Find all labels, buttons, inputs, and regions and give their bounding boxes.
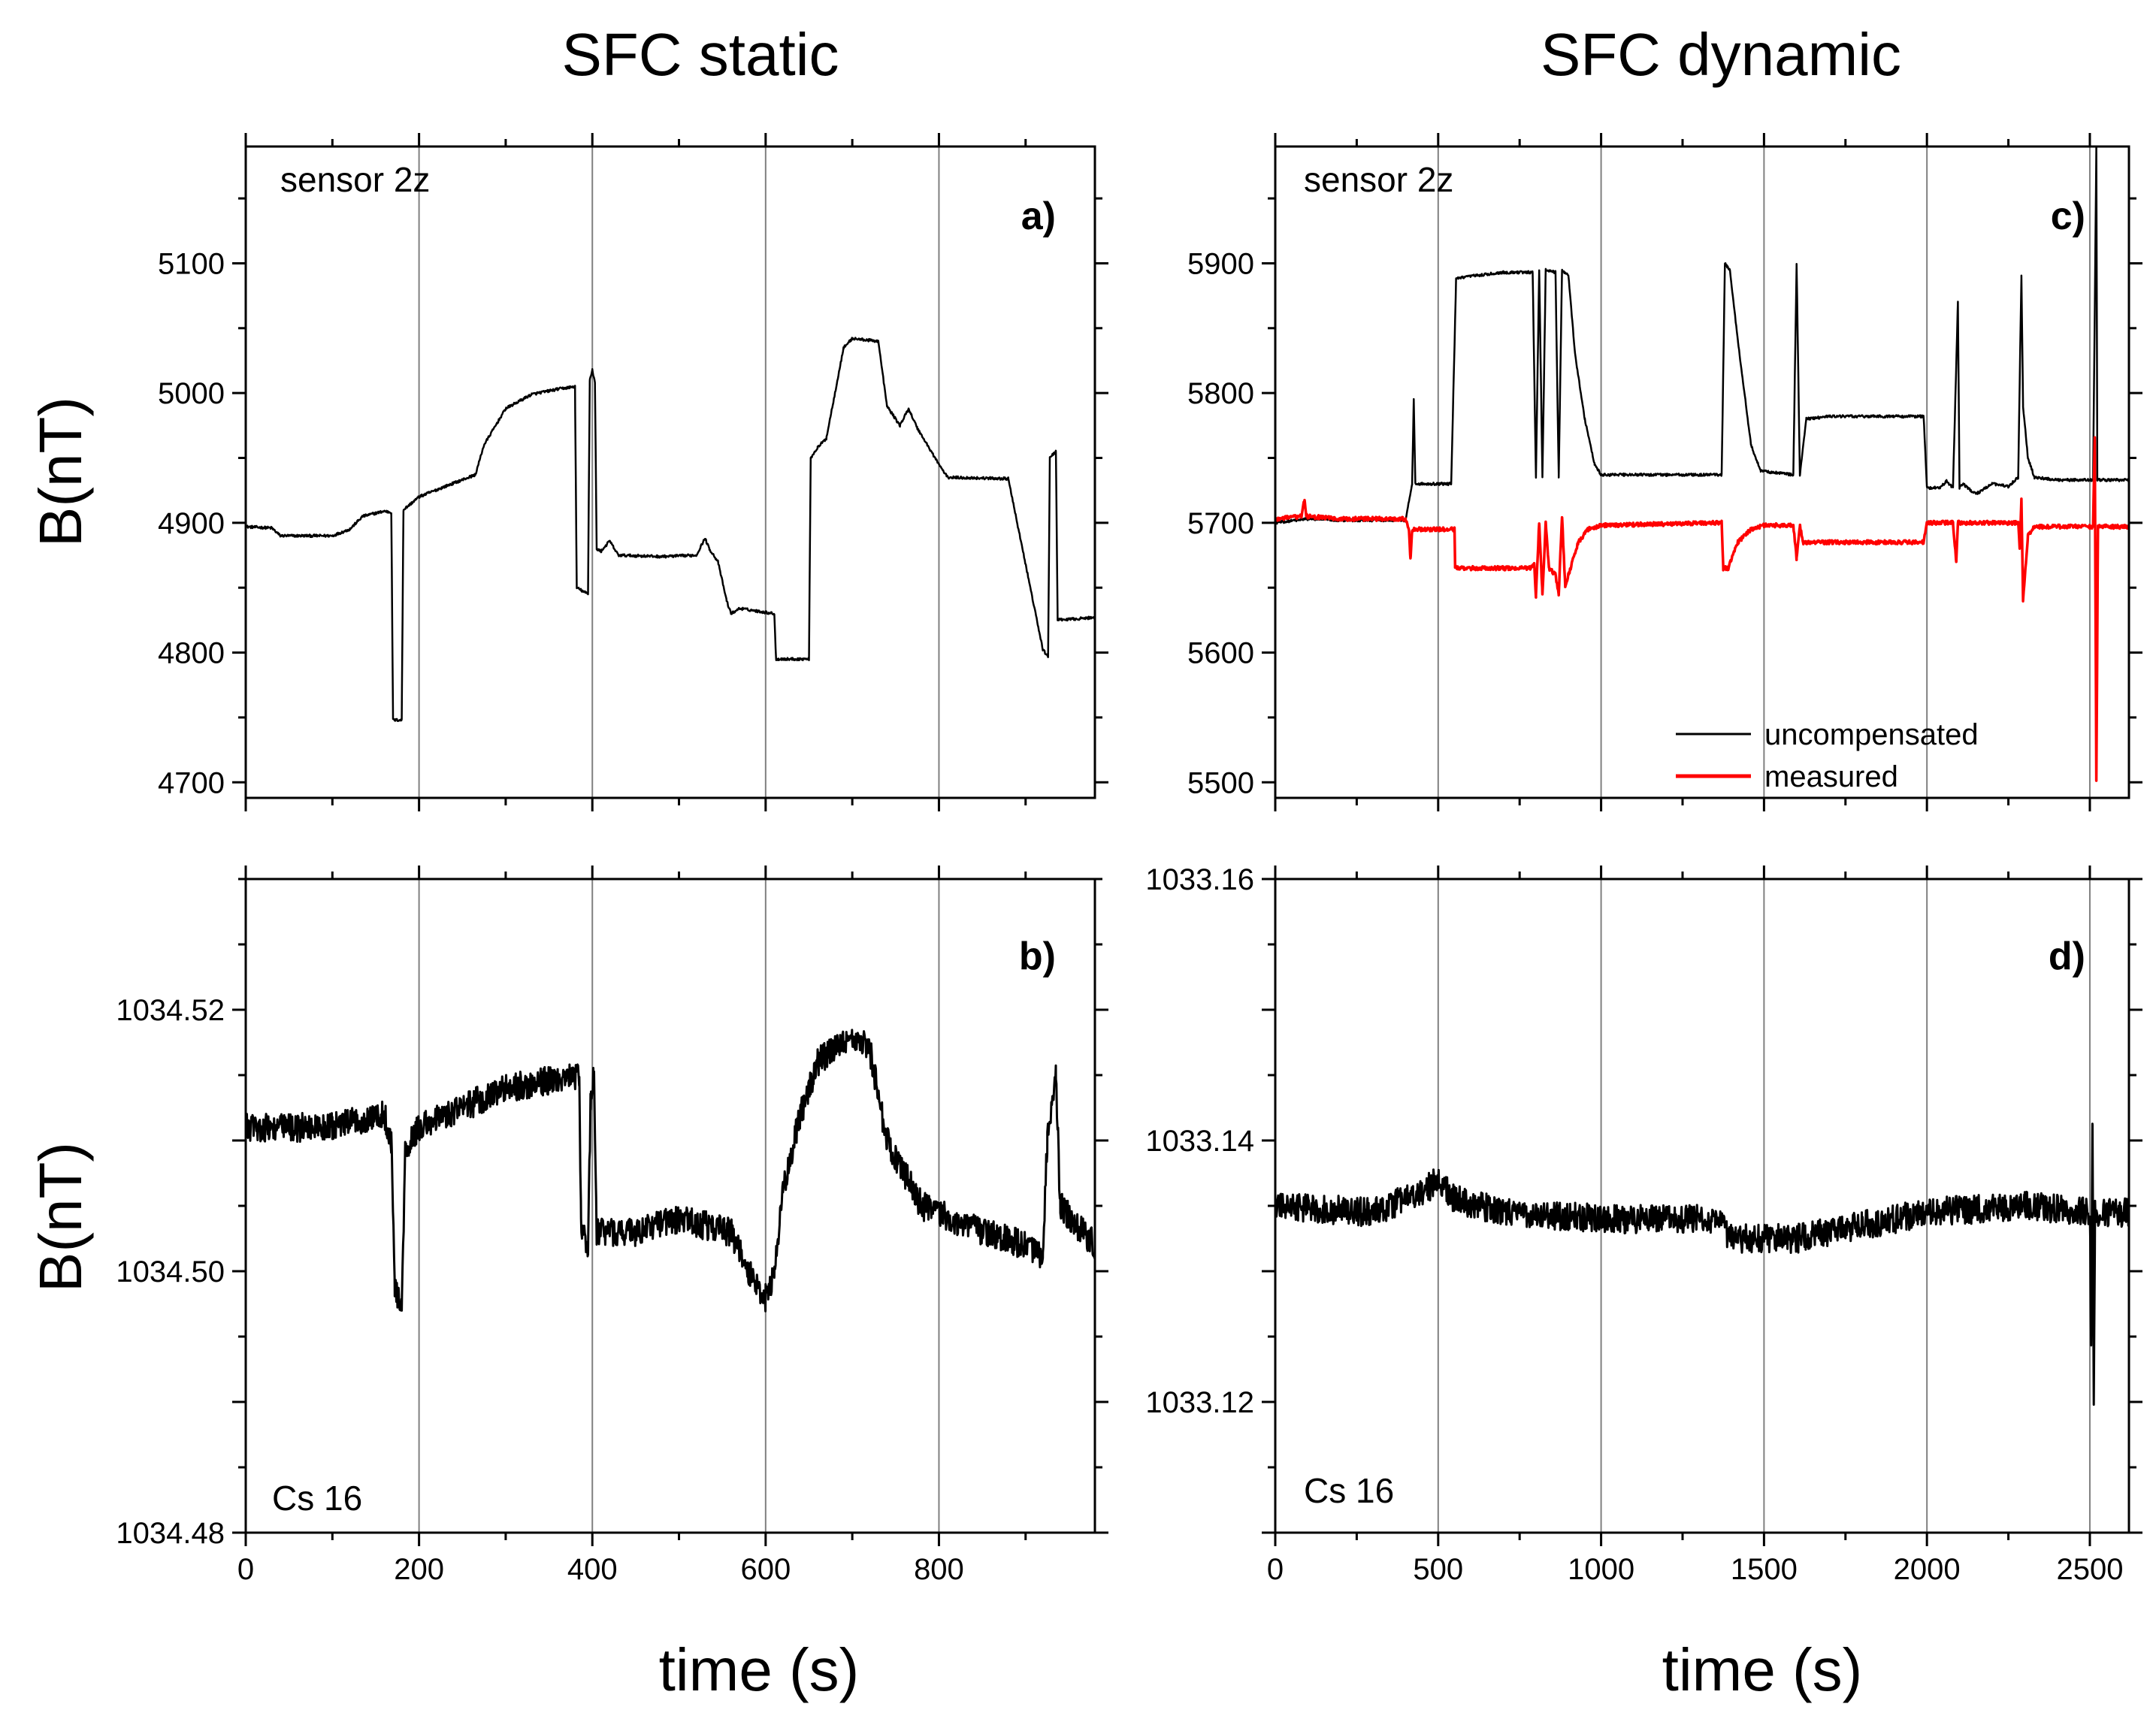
column-title-left: SFC static (562, 21, 839, 88)
y-tick-label: 1034.50 (116, 1255, 225, 1288)
panel-a: 4700 4800 4900 5000 5100 a) sensor 2z (158, 133, 1108, 811)
y-tick-label: 5000 (158, 377, 225, 410)
y-tick-label: 1034.48 (116, 1517, 225, 1550)
x-tick-label: 2000 (1894, 1553, 1961, 1586)
panel-label: d) (2049, 935, 2085, 978)
panel-c: 5500 5600 5700 5800 5900 c) sensor 2z uncompens… (1187, 133, 2142, 811)
x-tick-label: 600 (740, 1553, 791, 1586)
series-line-measured (1275, 436, 2129, 782)
y-tick-label: 1033.12 (1145, 1386, 1254, 1419)
x-axis-label-left: time (s) (659, 1636, 860, 1703)
sensor-label: Cs 16 (272, 1479, 362, 1518)
plot-frame (244, 145, 1096, 799)
y-tick-label: 5100 (158, 247, 225, 280)
column-title-right: SFC dynamic (1541, 21, 1901, 88)
y-tick-label: 4800 (158, 637, 225, 670)
x-tick-label: 0 (1267, 1553, 1284, 1586)
x-tick-label: 200 (394, 1553, 444, 1586)
y-tick-label: 5700 (1187, 507, 1254, 540)
series-line-cs-16 (246, 1029, 1095, 1313)
panel-d: 0 500 1000 1500 2000 2500 1033.12 1033.14 1033.1… (1145, 863, 2142, 1586)
y-tick-label: 5800 (1187, 377, 1254, 410)
y-tick-label: 5500 (1187, 766, 1254, 799)
panel-label: a) (1021, 195, 1056, 238)
legend-entry: uncompensated (1764, 718, 1979, 751)
legend: uncompensated measured (1676, 718, 1979, 793)
panel-b: 0 200 400 600 800 1034.48 1034.50 1034.52 b) Cs 1… (116, 866, 1108, 1586)
panel-label: c) (2051, 195, 2085, 238)
series-line-cs-16 (1275, 1122, 2129, 1406)
y-tick-label: 4700 (158, 766, 225, 799)
sensor-label: Cs 16 (1304, 1471, 1394, 1510)
x-tick-label: 1000 (1568, 1553, 1634, 1586)
y-tick-label: 5900 (1187, 247, 1254, 280)
x-axis-label-right: time (s) (1662, 1636, 1863, 1703)
x-tick-label: 400 (567, 1553, 618, 1586)
x-tick-label: 800 (914, 1553, 964, 1586)
y-axis-label-bottom: B(nT) (27, 1142, 94, 1292)
x-tick-label: 1500 (1731, 1553, 1798, 1586)
series-line-uncompensated (246, 337, 1095, 722)
x-tick-label: 0 (237, 1553, 254, 1586)
x-tick-label: 500 (1413, 1553, 1463, 1586)
series-line-uncompensated (1275, 147, 2129, 525)
y-tick-label: 4900 (158, 507, 225, 540)
x-tick-label: 2500 (2056, 1553, 2123, 1586)
y-tick-label: 1034.52 (116, 994, 225, 1027)
y-axis-label-top: B(nT) (27, 397, 94, 547)
panel-label: b) (1019, 935, 1056, 978)
y-tick-label: 1033.14 (1145, 1125, 1254, 1158)
legend-entry: measured (1764, 760, 1898, 793)
sensor-label: sensor 2z (1304, 160, 1453, 199)
sensor-label: sensor 2z (280, 160, 430, 199)
y-tick-label: 5600 (1187, 637, 1254, 670)
y-tick-label: 1033.16 (1145, 863, 1254, 896)
plot-frame (1274, 145, 2130, 799)
